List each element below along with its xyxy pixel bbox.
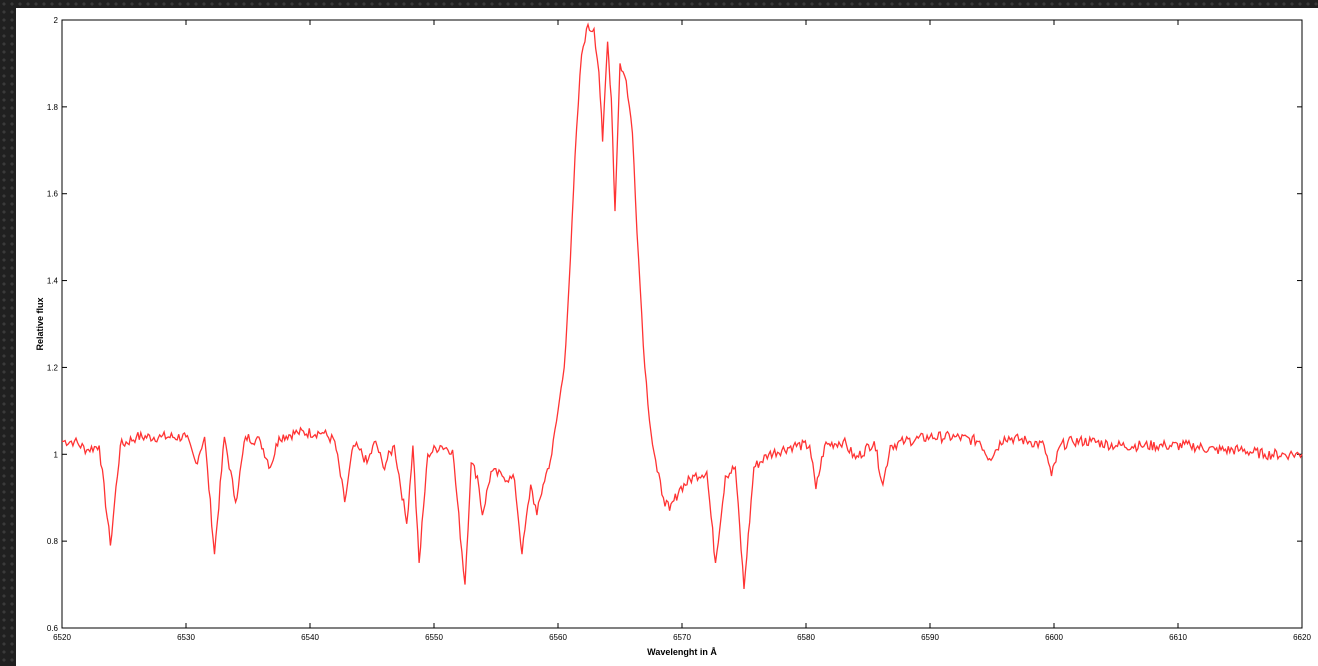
x-tick-label: 6600: [1045, 633, 1063, 642]
y-tick-label: 1.2: [47, 363, 59, 372]
x-tick-label: 6610: [1169, 633, 1187, 642]
x-tick-label: 6580: [797, 633, 815, 642]
x-tick-label: 6550: [425, 633, 443, 642]
x-tick-label: 6520: [53, 633, 71, 642]
spectrum-plot-svg: 6520 6530 6540 6550 6560 6570 6580 6590 6600 6610…: [35, 16, 1312, 657]
y-tick-label: 2: [54, 16, 59, 25]
y-tick-label: 1: [54, 450, 59, 459]
x-tick-label: 6590: [921, 633, 939, 642]
y-tick-label: 0.8: [47, 537, 59, 546]
x-tick-label: 6620: [1293, 633, 1311, 642]
x-axis-label: Wavelenght in Å: [647, 647, 717, 657]
x-tick-label: 6570: [673, 633, 691, 642]
spectrum-chart: 6520 6530 6540 6550 6560 6570 6580 6590 6600 6610…: [16, 8, 1318, 666]
x-tick-label: 6540: [301, 633, 319, 642]
y-axis-label: Relative flux: [35, 297, 45, 350]
x-tick-label: 6560: [549, 633, 567, 642]
spectrum-series-line: [61, 22, 1303, 589]
y-tick-label: 1.8: [47, 103, 59, 112]
y-tick-label: 1.6: [47, 190, 59, 199]
y-tick-label: 0.6: [47, 624, 59, 633]
y-tick-label: 1.4: [47, 277, 59, 286]
x-tick-label: 6530: [177, 633, 195, 642]
ticks-layer: 6520 6530 6540 6550 6560 6570 6580 6590 6600 6610…: [47, 16, 1312, 642]
plot-area-frame: [61, 19, 1303, 629]
